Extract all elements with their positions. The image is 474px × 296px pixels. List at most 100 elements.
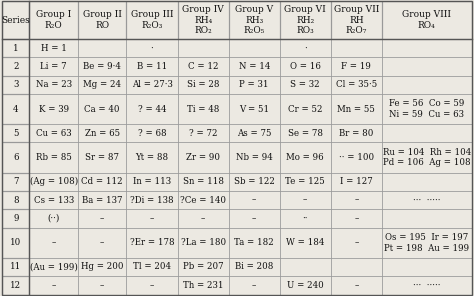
Bar bbox=[2, 75, 29, 94]
Text: –: – bbox=[150, 281, 154, 290]
Bar bbox=[331, 57, 382, 75]
Bar bbox=[78, 258, 127, 276]
Bar bbox=[178, 1, 228, 39]
Text: 12: 12 bbox=[10, 281, 21, 290]
Bar bbox=[78, 228, 127, 258]
Text: V = 51: V = 51 bbox=[239, 104, 269, 114]
Text: Mn = 55: Mn = 55 bbox=[337, 104, 375, 114]
Text: ·· = 100: ·· = 100 bbox=[339, 153, 374, 162]
Text: –: – bbox=[150, 214, 154, 223]
Bar bbox=[382, 75, 472, 94]
Bar bbox=[2, 39, 29, 57]
Bar bbox=[78, 209, 127, 228]
Bar bbox=[2, 209, 29, 228]
Bar bbox=[29, 75, 78, 94]
Text: 4: 4 bbox=[13, 104, 18, 114]
Bar bbox=[382, 276, 472, 295]
Text: ·: · bbox=[304, 44, 307, 53]
Bar bbox=[78, 173, 127, 191]
Bar bbox=[228, 57, 280, 75]
Text: –: – bbox=[100, 214, 104, 223]
Text: 2: 2 bbox=[13, 62, 18, 71]
Text: ··: ·· bbox=[302, 214, 308, 223]
Bar bbox=[127, 94, 178, 124]
Text: Ca = 40: Ca = 40 bbox=[84, 104, 120, 114]
Bar bbox=[382, 124, 472, 142]
Text: –: – bbox=[303, 196, 308, 205]
Text: –: – bbox=[252, 281, 256, 290]
Text: –: – bbox=[100, 238, 104, 247]
Bar bbox=[178, 57, 228, 75]
Text: (··): (··) bbox=[47, 214, 60, 223]
Text: Mg = 24: Mg = 24 bbox=[83, 80, 121, 89]
Bar bbox=[280, 57, 331, 75]
Text: 1: 1 bbox=[13, 44, 19, 53]
Bar bbox=[228, 258, 280, 276]
Text: Group VI
RH₂
RO₃: Group VI RH₂ RO₃ bbox=[284, 5, 326, 36]
Bar bbox=[2, 191, 29, 209]
Bar bbox=[331, 124, 382, 142]
Bar bbox=[78, 75, 127, 94]
Bar bbox=[228, 1, 280, 39]
Text: –: – bbox=[252, 214, 256, 223]
Text: U = 240: U = 240 bbox=[287, 281, 324, 290]
Bar bbox=[2, 142, 29, 173]
Text: Ba = 137: Ba = 137 bbox=[82, 196, 122, 205]
Text: Nb = 94: Nb = 94 bbox=[236, 153, 273, 162]
Bar bbox=[2, 1, 29, 39]
Bar bbox=[280, 173, 331, 191]
Bar bbox=[29, 173, 78, 191]
Text: S = 32: S = 32 bbox=[291, 80, 320, 89]
Bar bbox=[78, 1, 127, 39]
Bar bbox=[29, 57, 78, 75]
Text: Rb = 85: Rb = 85 bbox=[36, 153, 72, 162]
Bar bbox=[127, 276, 178, 295]
Bar bbox=[331, 276, 382, 295]
Bar bbox=[29, 228, 78, 258]
Bar bbox=[127, 124, 178, 142]
Bar bbox=[2, 258, 29, 276]
Bar bbox=[228, 75, 280, 94]
Text: Si = 28: Si = 28 bbox=[187, 80, 219, 89]
Bar bbox=[382, 39, 472, 57]
Bar bbox=[78, 191, 127, 209]
Bar bbox=[29, 258, 78, 276]
Text: 7: 7 bbox=[13, 177, 18, 186]
Text: Group VIII
RO₄: Group VIII RO₄ bbox=[402, 10, 451, 30]
Text: P = 31: P = 31 bbox=[239, 80, 269, 89]
Text: I = 127: I = 127 bbox=[340, 177, 373, 186]
Bar bbox=[127, 228, 178, 258]
Bar bbox=[382, 191, 472, 209]
Bar bbox=[29, 209, 78, 228]
Text: –: – bbox=[201, 214, 205, 223]
Bar bbox=[29, 1, 78, 39]
Text: Hg = 200: Hg = 200 bbox=[81, 263, 123, 271]
Text: 10: 10 bbox=[10, 238, 21, 247]
Bar bbox=[382, 209, 472, 228]
Text: ···  ·····: ··· ····· bbox=[413, 281, 440, 290]
Bar bbox=[78, 142, 127, 173]
Bar bbox=[382, 94, 472, 124]
Bar bbox=[127, 39, 178, 57]
Bar bbox=[382, 173, 472, 191]
Bar bbox=[2, 228, 29, 258]
Bar bbox=[331, 191, 382, 209]
Text: H = 1: H = 1 bbox=[41, 44, 67, 53]
Bar bbox=[2, 124, 29, 142]
Text: ?Di = 138: ?Di = 138 bbox=[130, 196, 174, 205]
Bar bbox=[280, 142, 331, 173]
Text: Be = 9·4: Be = 9·4 bbox=[83, 62, 121, 71]
Bar bbox=[280, 75, 331, 94]
Bar bbox=[331, 75, 382, 94]
Bar bbox=[78, 276, 127, 295]
Bar bbox=[331, 228, 382, 258]
Bar bbox=[29, 124, 78, 142]
Bar bbox=[228, 94, 280, 124]
Bar bbox=[78, 39, 127, 57]
Bar bbox=[178, 124, 228, 142]
Text: Fe = 56  Co = 59
Ni = 59  Cu = 63: Fe = 56 Co = 59 Ni = 59 Cu = 63 bbox=[389, 99, 465, 119]
Text: Bi = 208: Bi = 208 bbox=[235, 263, 273, 271]
Text: ·: · bbox=[151, 44, 154, 53]
Text: Group IV
RH₄
RO₂: Group IV RH₄ RO₂ bbox=[182, 5, 224, 36]
Text: Br = 80: Br = 80 bbox=[339, 129, 374, 138]
